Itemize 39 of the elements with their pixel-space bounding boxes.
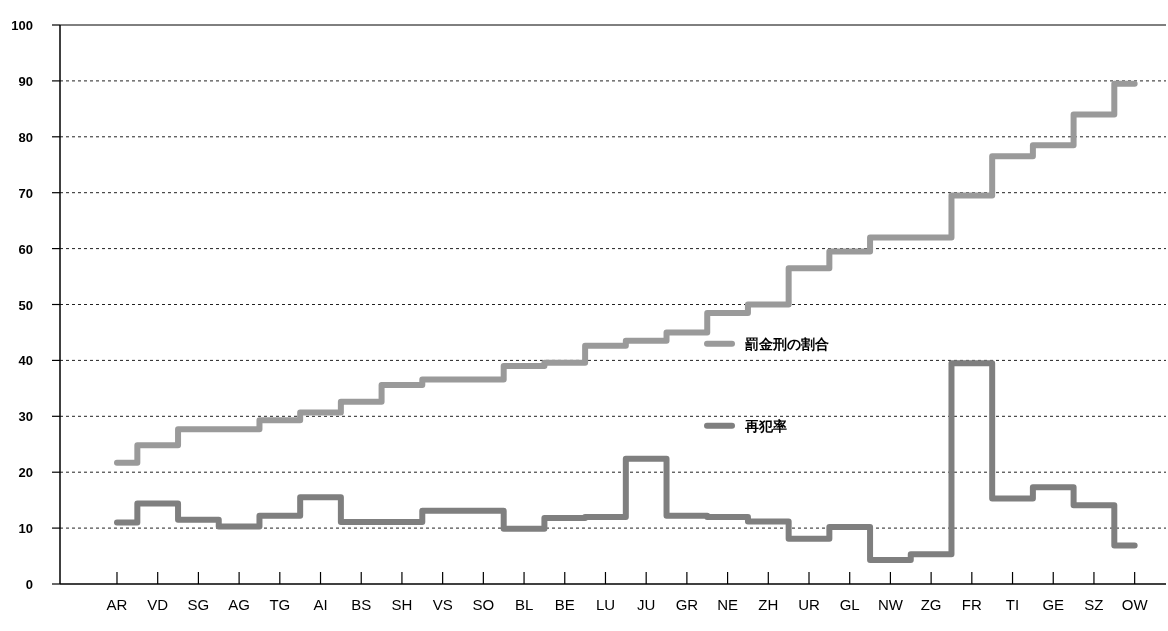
x-tick-label: SG (187, 596, 210, 613)
x-tick-label: GE (1042, 596, 1065, 613)
x-tick-label: GL (839, 596, 860, 613)
x-tick-label: BE (554, 596, 575, 613)
x-tick-label: AR (106, 596, 128, 613)
legend-label: 罰金刑の割合 (745, 335, 830, 352)
x-tick-label: AG (228, 596, 250, 613)
y-tick-label: 40 (18, 353, 33, 369)
x-tick-label: NW (877, 596, 904, 613)
x-tick-label: UR (798, 596, 820, 613)
x-tick-label: SZ (1084, 596, 1104, 613)
y-tick-label: 60 (18, 241, 33, 257)
x-tick-label: SH (391, 596, 413, 613)
y-tick-label: 100 (11, 18, 33, 33)
x-tick-label: NE (717, 596, 739, 613)
y-tick-label: 90 (18, 73, 33, 89)
x-tick-label: BL (514, 596, 534, 613)
y-tick-label: 20 (18, 465, 33, 481)
y-tick-label: 80 (18, 129, 33, 145)
y-tick-label: 0 (25, 577, 33, 592)
x-tick-label: ZH (758, 596, 779, 613)
x-tick-label: VS (432, 596, 453, 613)
x-tick-label: AI (313, 596, 328, 613)
legend-label: 再犯率 (744, 417, 788, 434)
x-tick-label: OW (1121, 596, 1149, 613)
x-tick-label: TI (1005, 596, 1020, 613)
y-tick-label: 30 (18, 409, 33, 425)
x-tick-label: JU (637, 596, 656, 613)
x-tick-label: TG (269, 596, 291, 613)
x-tick-label: GR (675, 596, 699, 613)
y-tick-label: 10 (18, 521, 33, 537)
x-tick-label: FR (961, 596, 982, 613)
y-tick-label: 70 (18, 185, 33, 201)
x-tick-label: ZG (920, 596, 942, 613)
x-tick-label: SO (472, 596, 495, 613)
x-tick-label: VD (147, 596, 169, 613)
x-tick-label: BS (351, 596, 372, 613)
y-tick-label: 50 (18, 297, 33, 313)
x-tick-label: LU (595, 596, 616, 613)
